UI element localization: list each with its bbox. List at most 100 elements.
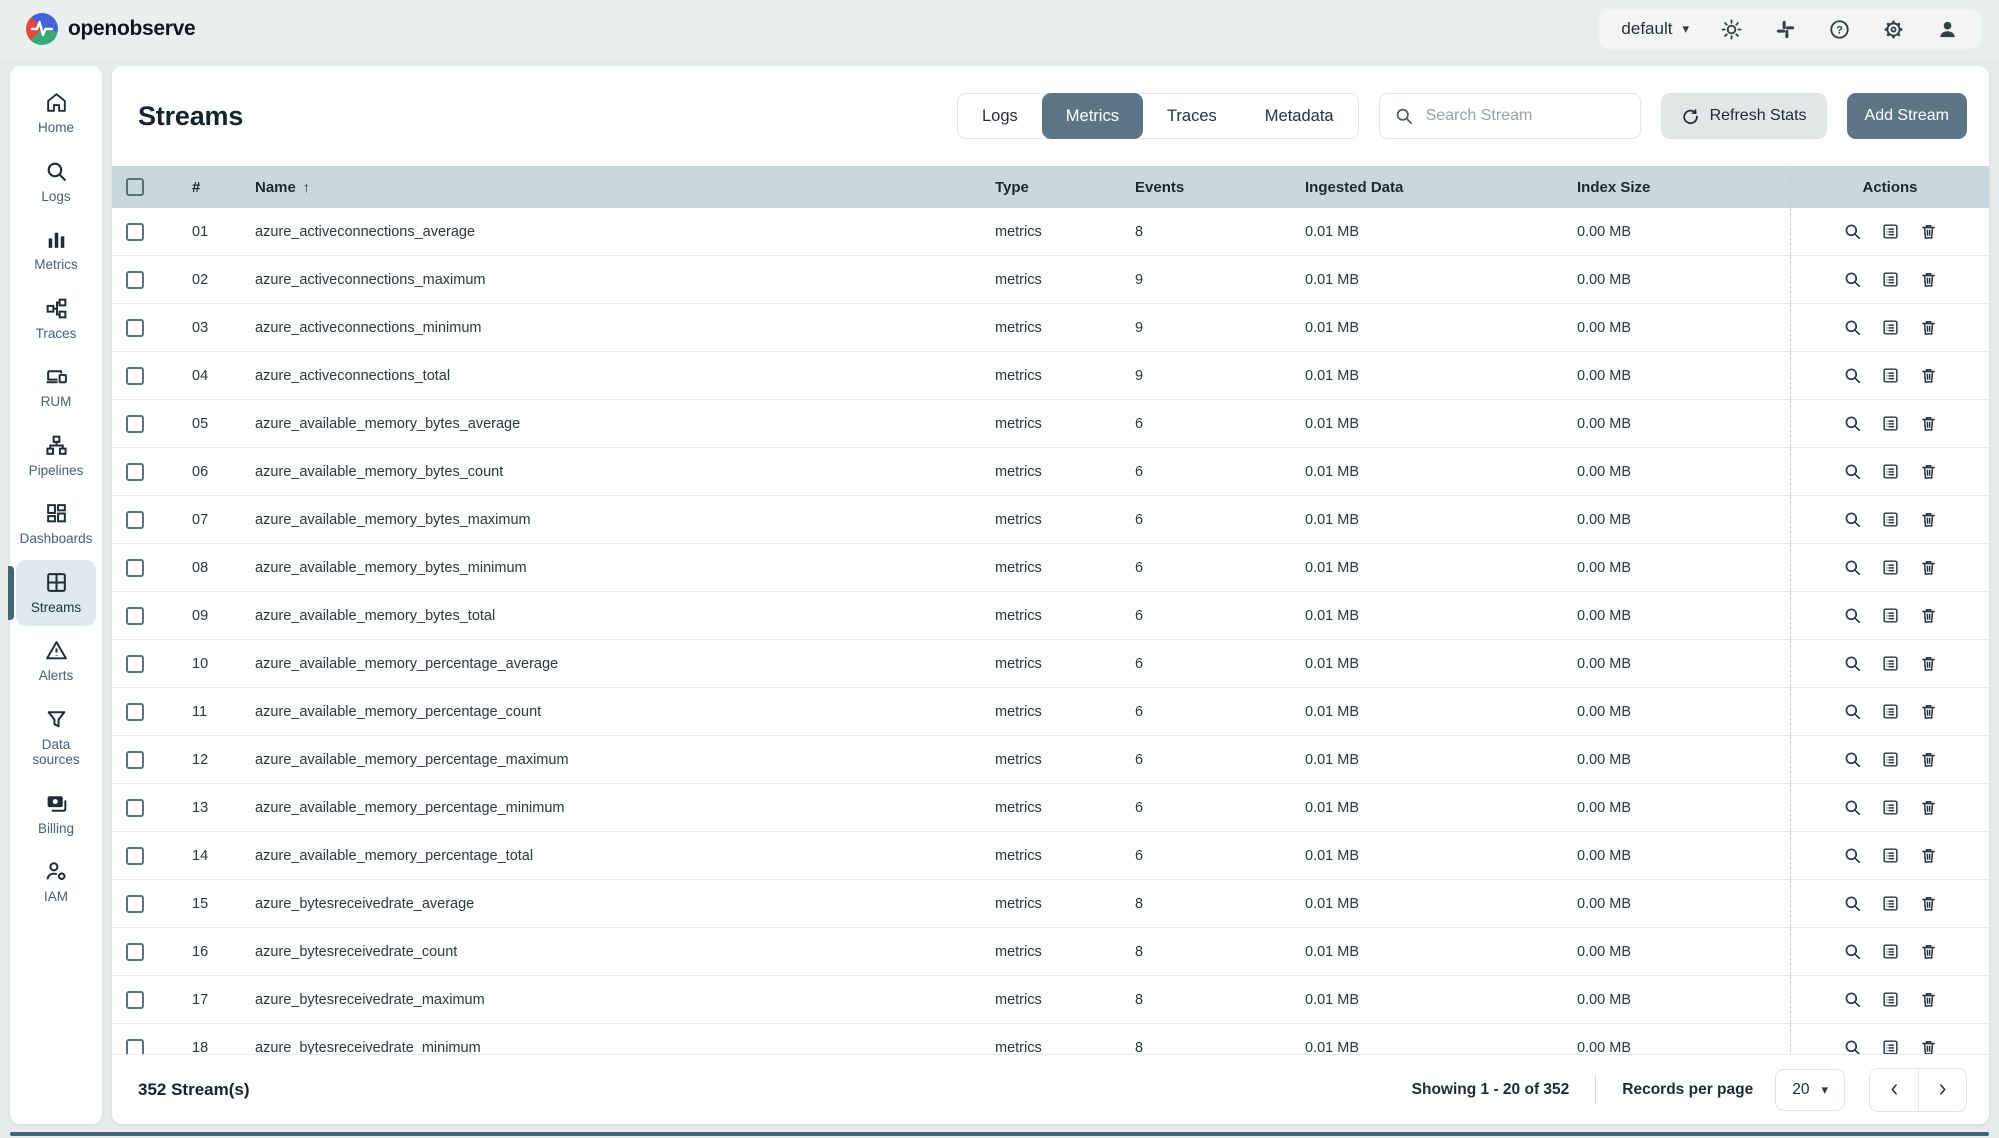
delete-stream-button[interactable] <box>1916 412 1940 436</box>
delete-stream-button[interactable] <box>1916 796 1940 820</box>
row-checkbox[interactable] <box>126 991 144 1009</box>
delete-stream-button[interactable] <box>1916 748 1940 772</box>
sidebar-item-traces[interactable]: Traces <box>16 286 96 353</box>
explore-stream-button[interactable] <box>1840 220 1864 244</box>
row-checkbox[interactable] <box>126 943 144 961</box>
row-checkbox[interactable] <box>126 703 144 721</box>
tab-metadata[interactable]: Metadata <box>1241 93 1358 139</box>
previous-page-button[interactable] <box>1870 1069 1918 1111</box>
delete-stream-button[interactable] <box>1916 892 1940 916</box>
row-checkbox[interactable] <box>126 367 144 385</box>
explore-stream-button[interactable] <box>1840 748 1864 772</box>
sidebar-item-iam[interactable]: IAM <box>16 849 96 916</box>
row-checkbox[interactable] <box>126 1039 144 1055</box>
stream-schema-button[interactable] <box>1878 508 1902 532</box>
tab-metrics[interactable]: Metrics <box>1042 93 1143 139</box>
delete-stream-button[interactable] <box>1916 364 1940 388</box>
explore-stream-button[interactable] <box>1840 460 1864 484</box>
stream-schema-button[interactable] <box>1878 316 1902 340</box>
delete-stream-button[interactable] <box>1916 844 1940 868</box>
add-stream-button[interactable]: Add Stream <box>1847 93 1967 139</box>
slack-icon[interactable] <box>1773 17 1797 41</box>
stream-schema-button[interactable] <box>1878 460 1902 484</box>
explore-stream-button[interactable] <box>1840 700 1864 724</box>
explore-stream-button[interactable] <box>1840 412 1864 436</box>
stream-schema-button[interactable] <box>1878 412 1902 436</box>
row-checkbox[interactable] <box>126 655 144 673</box>
records-per-page-select[interactable]: 20 ▾ <box>1775 1069 1845 1111</box>
header-cell-name[interactable]: Name↑ <box>232 179 995 196</box>
sidebar-item-dashboards[interactable]: Dashboards <box>16 491 96 558</box>
explore-stream-button[interactable] <box>1840 844 1864 868</box>
delete-stream-button[interactable] <box>1916 988 1940 1012</box>
search-stream-input[interactable] <box>1426 107 1633 125</box>
row-checkbox[interactable] <box>126 895 144 913</box>
sidebar-item-data-sources[interactable]: Data sources <box>16 697 96 779</box>
stream-schema-button[interactable] <box>1878 604 1902 628</box>
delete-stream-button[interactable] <box>1916 652 1940 676</box>
sidebar-item-metrics[interactable]: Metrics <box>16 217 96 284</box>
explore-stream-button[interactable] <box>1840 604 1864 628</box>
refresh-stats-button[interactable]: Refresh Stats <box>1661 93 1827 139</box>
stream-schema-button[interactable] <box>1878 892 1902 916</box>
sidebar-item-billing[interactable]: Billing <box>16 781 96 848</box>
explore-stream-button[interactable] <box>1840 652 1864 676</box>
explore-stream-button[interactable] <box>1840 1036 1864 1055</box>
stream-schema-button[interactable] <box>1878 844 1902 868</box>
stream-schema-button[interactable] <box>1878 796 1902 820</box>
stream-schema-button[interactable] <box>1878 556 1902 580</box>
delete-stream-button[interactable] <box>1916 460 1940 484</box>
row-checkbox[interactable] <box>126 463 144 481</box>
stream-schema-button[interactable] <box>1878 652 1902 676</box>
sidebar-item-home[interactable]: Home <box>16 80 96 147</box>
explore-stream-button[interactable] <box>1840 796 1864 820</box>
delete-stream-button[interactable] <box>1916 220 1940 244</box>
delete-stream-button[interactable] <box>1916 508 1940 532</box>
row-checkbox[interactable] <box>126 847 144 865</box>
delete-stream-button[interactable] <box>1916 1036 1940 1055</box>
delete-stream-button[interactable] <box>1916 316 1940 340</box>
explore-stream-button[interactable] <box>1840 268 1864 292</box>
explore-stream-button[interactable] <box>1840 556 1864 580</box>
sidebar-item-logs[interactable]: Logs <box>16 149 96 216</box>
delete-stream-button[interactable] <box>1916 556 1940 580</box>
stream-schema-button[interactable] <box>1878 220 1902 244</box>
sidebar-item-pipelines[interactable]: Pipelines <box>16 423 96 490</box>
account-icon[interactable] <box>1935 17 1959 41</box>
explore-stream-button[interactable] <box>1840 316 1864 340</box>
sidebar-item-rum[interactable]: RUM <box>16 354 96 421</box>
stream-schema-button[interactable] <box>1878 700 1902 724</box>
select-all-checkbox[interactable] <box>126 178 144 196</box>
stream-schema-button[interactable] <box>1878 940 1902 964</box>
row-checkbox[interactable] <box>126 511 144 529</box>
theme-toggle-icon[interactable] <box>1719 17 1743 41</box>
row-checkbox[interactable] <box>126 319 144 337</box>
explore-stream-button[interactable] <box>1840 988 1864 1012</box>
delete-stream-button[interactable] <box>1916 700 1940 724</box>
row-checkbox[interactable] <box>126 751 144 769</box>
tab-traces[interactable]: Traces <box>1143 93 1241 139</box>
sidebar-item-streams[interactable]: Streams <box>16 560 96 627</box>
row-checkbox[interactable] <box>126 271 144 289</box>
stream-schema-button[interactable] <box>1878 364 1902 388</box>
delete-stream-button[interactable] <box>1916 604 1940 628</box>
stream-schema-button[interactable] <box>1878 1036 1902 1055</box>
stream-schema-button[interactable] <box>1878 268 1902 292</box>
row-checkbox[interactable] <box>126 799 144 817</box>
row-checkbox[interactable] <box>126 607 144 625</box>
stream-schema-button[interactable] <box>1878 748 1902 772</box>
next-page-button[interactable] <box>1918 1069 1966 1111</box>
organization-selector[interactable]: default ▾ <box>1621 19 1689 39</box>
tab-logs[interactable]: Logs <box>958 93 1042 139</box>
sidebar-item-alerts[interactable]: Alerts <box>16 628 96 695</box>
row-checkbox[interactable] <box>126 559 144 577</box>
explore-stream-button[interactable] <box>1840 508 1864 532</box>
settings-icon[interactable] <box>1881 17 1905 41</box>
explore-stream-button[interactable] <box>1840 364 1864 388</box>
stream-schema-button[interactable] <box>1878 988 1902 1012</box>
delete-stream-button[interactable] <box>1916 268 1940 292</box>
explore-stream-button[interactable] <box>1840 892 1864 916</box>
explore-stream-button[interactable] <box>1840 940 1864 964</box>
delete-stream-button[interactable] <box>1916 940 1940 964</box>
help-icon[interactable]: ? <box>1827 17 1851 41</box>
